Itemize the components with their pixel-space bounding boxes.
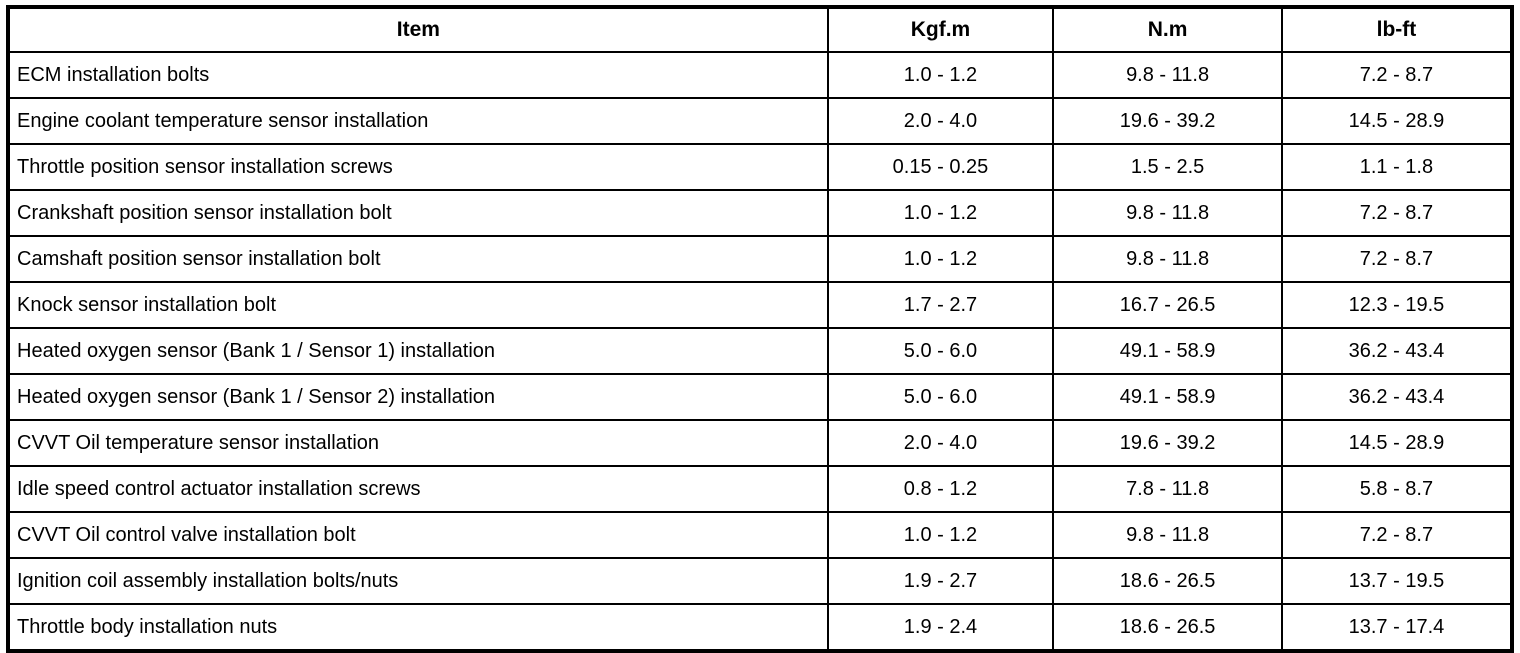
nm-cell: 49.1 - 58.9 xyxy=(1052,373,1283,421)
lbft-cell: 1.1 - 1.8 xyxy=(1280,143,1514,191)
nm-cell: 9.8 - 11.8 xyxy=(1052,511,1283,559)
table-row: Crankshaft position sensor installation … xyxy=(7,189,1514,237)
table-row: Idle speed control actuator installation… xyxy=(7,465,1514,513)
item-cell: Ignition coil assembly installation bolt… xyxy=(7,557,829,605)
kgfm-cell: 1.0 - 1.2 xyxy=(826,235,1055,283)
item-cell: Throttle body installation nuts xyxy=(7,603,829,652)
kgfm-cell: 1.0 - 1.2 xyxy=(826,51,1055,99)
lbft-cell: 13.7 - 19.5 xyxy=(1280,557,1514,605)
torque-spec-table: Item Kgf.m N.m lb-ft ECM installation bo… xyxy=(6,5,1514,653)
kgfm-cell: 2.0 - 4.0 xyxy=(826,97,1055,145)
nm-cell: 18.6 - 26.5 xyxy=(1052,603,1283,652)
column-header-nm: N.m xyxy=(1052,6,1283,53)
table-row: Knock sensor installation bolt 1.7 - 2.7… xyxy=(7,281,1514,329)
item-cell: Knock sensor installation bolt xyxy=(7,281,829,329)
lbft-cell: 7.2 - 8.7 xyxy=(1280,511,1514,559)
kgfm-cell: 1.0 - 1.2 xyxy=(826,511,1055,559)
item-cell: CVVT Oil temperature sensor installation xyxy=(7,419,829,467)
nm-cell: 19.6 - 39.2 xyxy=(1052,97,1283,145)
kgfm-cell: 5.0 - 6.0 xyxy=(826,327,1055,375)
table-row: Engine coolant temperature sensor instal… xyxy=(7,97,1514,145)
item-cell: Heated oxygen sensor (Bank 1 / Sensor 2)… xyxy=(7,373,829,421)
kgfm-cell: 2.0 - 4.0 xyxy=(826,419,1055,467)
table-row: CVVT Oil temperature sensor installation… xyxy=(7,419,1514,467)
table-header: Item Kgf.m N.m lb-ft xyxy=(7,6,1514,53)
kgfm-cell: 1.7 - 2.7 xyxy=(826,281,1055,329)
torque-spec-page: Item Kgf.m N.m lb-ft ECM installation bo… xyxy=(6,5,1514,653)
nm-cell: 1.5 - 2.5 xyxy=(1052,143,1283,191)
kgfm-cell: 5.0 - 6.0 xyxy=(826,373,1055,421)
kgfm-cell: 1.0 - 1.2 xyxy=(826,189,1055,237)
nm-cell: 9.8 - 11.8 xyxy=(1052,235,1283,283)
lbft-cell: 12.3 - 19.5 xyxy=(1280,281,1514,329)
item-cell: Crankshaft position sensor installation … xyxy=(7,189,829,237)
kgfm-cell: 0.15 - 0.25 xyxy=(826,143,1055,191)
nm-cell: 16.7 - 26.5 xyxy=(1052,281,1283,329)
lbft-cell: 36.2 - 43.4 xyxy=(1280,327,1514,375)
table-body: ECM installation bolts 1.0 - 1.2 9.8 - 1… xyxy=(7,51,1514,652)
column-header-lbft: lb-ft xyxy=(1280,6,1514,53)
lbft-cell: 5.8 - 8.7 xyxy=(1280,465,1514,513)
item-cell: Heated oxygen sensor (Bank 1 / Sensor 1)… xyxy=(7,327,829,375)
item-cell: CVVT Oil control valve installation bolt xyxy=(7,511,829,559)
lbft-cell: 7.2 - 8.7 xyxy=(1280,235,1514,283)
table-row: CVVT Oil control valve installation bolt… xyxy=(7,511,1514,559)
kgfm-cell: 1.9 - 2.7 xyxy=(826,557,1055,605)
lbft-cell: 7.2 - 8.7 xyxy=(1280,189,1514,237)
nm-cell: 18.6 - 26.5 xyxy=(1052,557,1283,605)
kgfm-cell: 0.8 - 1.2 xyxy=(826,465,1055,513)
nm-cell: 7.8 - 11.8 xyxy=(1052,465,1283,513)
header-row: Item Kgf.m N.m lb-ft xyxy=(7,6,1514,53)
column-header-kgfm: Kgf.m xyxy=(826,6,1055,53)
nm-cell: 49.1 - 58.9 xyxy=(1052,327,1283,375)
item-cell: Camshaft position sensor installation bo… xyxy=(7,235,829,283)
table-row: Heated oxygen sensor (Bank 1 / Sensor 1)… xyxy=(7,327,1514,375)
table-row: ECM installation bolts 1.0 - 1.2 9.8 - 1… xyxy=(7,51,1514,99)
table-row: Heated oxygen sensor (Bank 1 / Sensor 2)… xyxy=(7,373,1514,421)
table-row: Camshaft position sensor installation bo… xyxy=(7,235,1514,283)
table-row: Throttle position sensor installation sc… xyxy=(7,143,1514,191)
table-row: Ignition coil assembly installation bolt… xyxy=(7,557,1514,605)
table-row: Throttle body installation nuts 1.9 - 2.… xyxy=(7,603,1514,652)
kgfm-cell: 1.9 - 2.4 xyxy=(826,603,1055,652)
nm-cell: 9.8 - 11.8 xyxy=(1052,189,1283,237)
item-cell: ECM installation bolts xyxy=(7,51,829,99)
item-cell: Throttle position sensor installation sc… xyxy=(7,143,829,191)
lbft-cell: 36.2 - 43.4 xyxy=(1280,373,1514,421)
lbft-cell: 14.5 - 28.9 xyxy=(1280,97,1514,145)
lbft-cell: 14.5 - 28.9 xyxy=(1280,419,1514,467)
column-header-item: Item xyxy=(7,6,829,53)
nm-cell: 19.6 - 39.2 xyxy=(1052,419,1283,467)
lbft-cell: 13.7 - 17.4 xyxy=(1280,603,1514,652)
item-cell: Engine coolant temperature sensor instal… xyxy=(7,97,829,145)
nm-cell: 9.8 - 11.8 xyxy=(1052,51,1283,99)
item-cell: Idle speed control actuator installation… xyxy=(7,465,829,513)
lbft-cell: 7.2 - 8.7 xyxy=(1280,51,1514,99)
